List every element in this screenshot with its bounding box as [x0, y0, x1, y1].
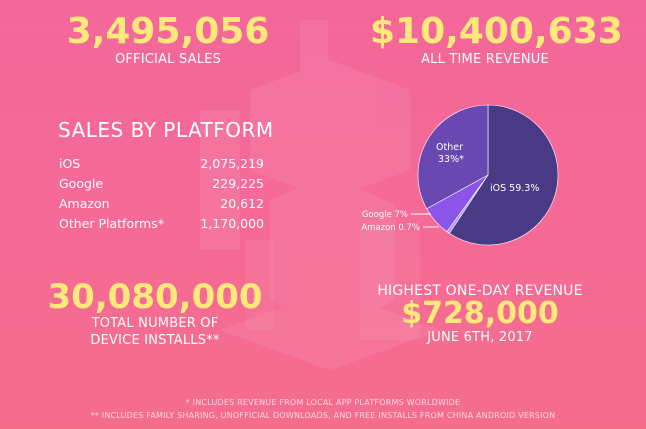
platform-name: iOS: [59, 156, 81, 171]
platform-row: iOS 2,075,219: [59, 154, 264, 174]
sales-by-platform-title: SALES BY PLATFORM: [58, 118, 274, 142]
official-sales-label: OFFICIAL SALES: [114, 52, 222, 67]
device-installs-label-line1: TOTAL NUMBER OF: [91, 316, 219, 331]
platform-name: Google: [59, 176, 104, 191]
platform-name: Amazon: [59, 196, 110, 211]
platform-table: iOS 2,075,219 Google 229,225 Amazon 20,6…: [59, 154, 264, 234]
device-installs-value: 30,080,000: [47, 277, 263, 317]
pie-label-other-line1: Other: [436, 142, 463, 153]
official-sales-value: 3,495,056: [66, 11, 270, 52]
platform-row: Google 229,225: [59, 174, 264, 194]
highest-day-title: HIGHEST ONE-DAY REVENUE: [377, 283, 583, 299]
pie-slice-ios: [448, 104, 559, 246]
device-installs-label-line2: DEVICE INSTALLS**: [90, 333, 220, 348]
footnote-2: ** INCLUDES FAMILY SHARING, UNOFFICIAL D…: [90, 411, 556, 420]
platform-row: Amazon 20,612: [59, 194, 264, 214]
highest-day-value: $728,000: [401, 296, 559, 331]
platform-name: Other Platforms*: [59, 216, 164, 231]
all-time-revenue-label: ALL TIME REVENUE: [421, 52, 549, 67]
platform-pie-chart: Other 33%* iOS 59.3% Google 7% Amazon 0.…: [361, 104, 559, 246]
all-time-revenue-value: $10,400,633: [370, 11, 623, 52]
footnote-1: * INCLUDES REVENUE FROM LOCAL APP PLATFO…: [185, 398, 461, 407]
platform-value: 1,170,000: [200, 216, 264, 231]
platform-value: 20,612: [220, 196, 264, 211]
pie-label-google: Google 7%: [362, 210, 408, 220]
platform-value: 2,075,219: [200, 156, 264, 171]
highest-day-date: JUNE 6TH, 2017: [427, 330, 533, 345]
pie-slice-other: [417, 104, 489, 210]
platform-row: Other Platforms* 1,170,000: [59, 214, 264, 234]
pie-label-amazon: Amazon 0.7%: [361, 223, 420, 233]
platform-value: 229,225: [212, 176, 264, 191]
pie-label-ios: iOS 59.3%: [490, 183, 539, 194]
pie-label-other-line2: 33%*: [438, 154, 464, 165]
